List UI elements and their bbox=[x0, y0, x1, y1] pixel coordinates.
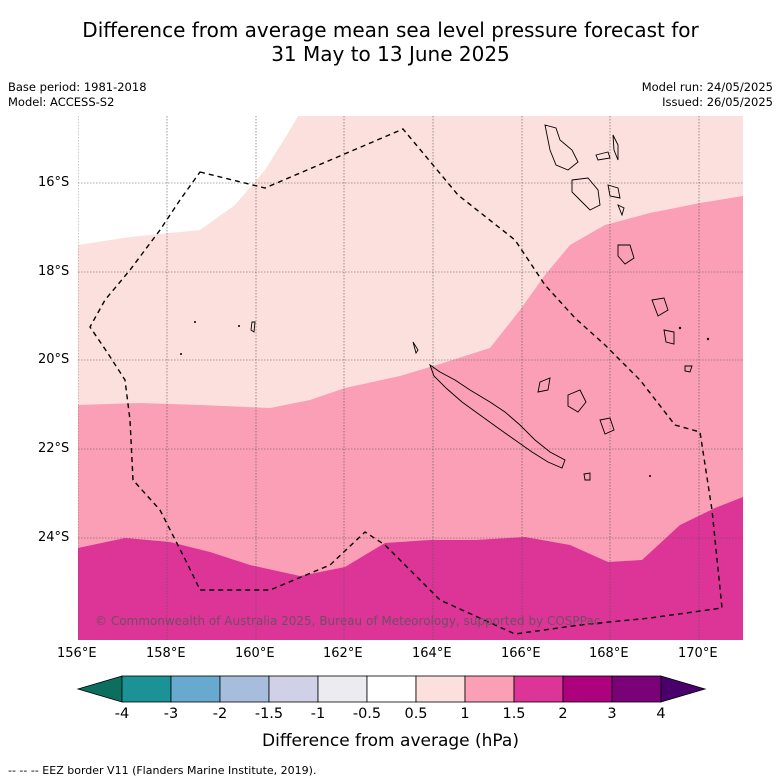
colorbar-swatch bbox=[415, 675, 466, 703]
vanuatu-espiritu-santo bbox=[544, 124, 579, 171]
islet-dot-3 bbox=[238, 325, 240, 327]
vanuatu-ambae bbox=[595, 151, 611, 161]
colorbar-swatch bbox=[268, 675, 319, 703]
lat-label-24s: 24°S bbox=[38, 530, 70, 545]
colorbar-tick-label: -2 bbox=[212, 706, 228, 722]
title-line-2: 31 May to 13 June 2025 bbox=[271, 42, 510, 66]
colorbar-swatch bbox=[464, 675, 515, 703]
colorbar-swatch bbox=[611, 675, 662, 703]
model-name: Model: ACCESS-S2 bbox=[8, 95, 115, 109]
colorbar-tick-label: -1 bbox=[310, 706, 326, 722]
lon-label-158e: 158°E bbox=[146, 646, 186, 661]
colorbar-swatch bbox=[562, 675, 613, 703]
colorbar-tick-label: -3 bbox=[163, 706, 179, 722]
islet-dot-1 bbox=[194, 321, 196, 323]
colorbar-tick-label: 0.5 bbox=[404, 706, 428, 722]
lon-label-164e: 164°E bbox=[412, 646, 452, 661]
islet-dot-4 bbox=[706, 337, 710, 341]
lon-label-162e: 162°E bbox=[323, 646, 363, 661]
map-plot bbox=[78, 116, 743, 640]
colorbar-extend-low bbox=[76, 675, 123, 703]
lon-label-170e: 170°E bbox=[678, 646, 718, 661]
colorbar-tick-label: 1 bbox=[460, 706, 470, 722]
colorbar-tick-label: -1.5 bbox=[254, 706, 284, 722]
islet-dot-5 bbox=[678, 326, 682, 330]
colorbar-tick-label: 4 bbox=[656, 706, 666, 722]
vanuatu-malakula bbox=[571, 177, 601, 211]
colorbar-swatch bbox=[121, 675, 172, 703]
vanuatu-maewo bbox=[612, 134, 619, 161]
copyright-notice: © Commonwealth of Australia 2025, Bureau… bbox=[95, 614, 601, 628]
meta-right: Model run: 24/05/2025 Issued: 26/05/2025 bbox=[642, 80, 773, 110]
vanuatu-erromango bbox=[651, 297, 669, 317]
meta-left: Base period: 1981-2018 Model: ACCESS-S2 bbox=[8, 80, 147, 110]
colorbar-swatch bbox=[219, 675, 270, 703]
chesterfield-reef bbox=[250, 321, 256, 333]
model-run: Model run: 24/05/2025 bbox=[641, 80, 773, 94]
colorbar-tick-label: -0.5 bbox=[352, 706, 382, 722]
issued-date: Issued: 26/05/2025 bbox=[662, 95, 773, 109]
vanuatu-tanna bbox=[663, 329, 675, 345]
vanuatu-epi bbox=[617, 204, 625, 217]
colorbar-title: Difference from average (hPa) bbox=[262, 731, 519, 751]
lon-label-166e: 166°E bbox=[501, 646, 541, 661]
vanuatu-aneityum bbox=[684, 365, 693, 373]
islet-dot-6 bbox=[649, 475, 651, 477]
lon-label-156e: 156°E bbox=[57, 646, 97, 661]
colorbar-swatch bbox=[317, 675, 368, 703]
lon-label-160e: 160°E bbox=[235, 646, 275, 661]
colorbar-extend-high bbox=[660, 675, 707, 703]
eez-footer-note: -- -- -- EEZ border V11 (Flanders Marine… bbox=[8, 764, 317, 777]
lat-label-18s: 18°S bbox=[38, 264, 70, 279]
title-line-1: Difference from average mean sea level p… bbox=[82, 18, 699, 42]
colorbar-swatch bbox=[170, 675, 221, 703]
colorbar-tick-label: 1.5 bbox=[502, 706, 526, 722]
islet-dot-2 bbox=[180, 353, 182, 355]
base-period: Base period: 1981-2018 bbox=[8, 80, 147, 94]
gridlines bbox=[78, 116, 743, 640]
lat-label-22s: 22°S bbox=[38, 441, 70, 456]
island-walpole bbox=[583, 472, 591, 481]
eez-border bbox=[89, 128, 723, 635]
colorbar-tick-label: 3 bbox=[607, 706, 617, 722]
lat-label-16s: 16°S bbox=[38, 175, 70, 190]
colorbar-tick-label: 2 bbox=[558, 706, 568, 722]
loyalty-island-ouvea bbox=[537, 377, 551, 393]
new-caledonia-island bbox=[429, 363, 566, 469]
lon-label-168e: 168°E bbox=[589, 646, 629, 661]
chart-title: Difference from average mean sea level p… bbox=[0, 18, 781, 66]
island-north-caledonia bbox=[412, 341, 419, 355]
loyalty-island-lifou bbox=[567, 389, 587, 413]
region-1.5-to-2 bbox=[78, 497, 743, 640]
vanuatu-pentecost bbox=[607, 184, 621, 199]
lat-label-20s: 20°S bbox=[38, 352, 70, 367]
colorbar-swatch bbox=[366, 675, 417, 703]
region-1-to-1.5 bbox=[78, 196, 743, 640]
colorbar-swatch bbox=[513, 675, 564, 703]
colorbar-tick-label: -4 bbox=[114, 706, 130, 722]
vanuatu-efate bbox=[617, 244, 635, 265]
loyalty-island-mare bbox=[599, 417, 615, 435]
colorbar bbox=[76, 675, 707, 703]
